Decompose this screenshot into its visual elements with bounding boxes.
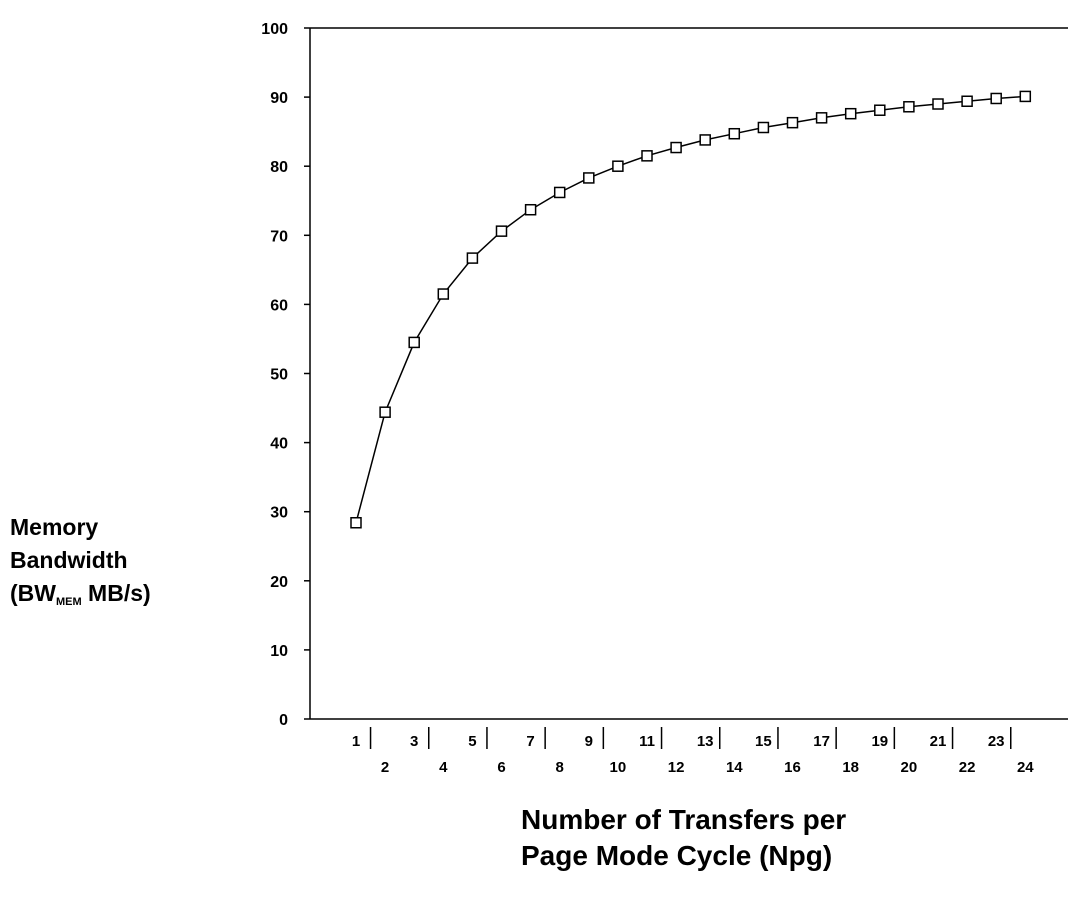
y-tick-label: 10 <box>270 643 288 660</box>
y-tick-label: 90 <box>270 90 288 107</box>
data-point <box>844 107 857 120</box>
x-tick-label: 16 <box>784 759 801 776</box>
y-axis-label-line-2: Bandwidth <box>10 547 128 573</box>
data-point <box>961 95 973 107</box>
y-ticks: 0 10 20 30 40 50 60 70 80 90 100 <box>261 21 310 729</box>
x-tick-label: 2 <box>381 759 389 776</box>
data-point <box>728 127 741 140</box>
data-point <box>408 336 420 349</box>
data-point <box>874 104 886 116</box>
y-tick-label: 70 <box>270 228 288 245</box>
y-tick-label: 50 <box>270 367 288 384</box>
y-tick-label: 20 <box>270 574 288 591</box>
x-axis-label-line-1: Number of Transfers per <box>521 804 847 835</box>
x-tick-label: 7 <box>526 733 534 750</box>
x-tick-label: 19 <box>871 733 888 750</box>
x-tick-label: 20 <box>901 759 918 776</box>
data-point <box>612 160 624 172</box>
y-tick-label: 80 <box>270 159 288 176</box>
x-tick-label: 22 <box>959 759 976 776</box>
x-tick-label: 3 <box>410 733 418 750</box>
data-point <box>990 92 1002 105</box>
data-point <box>670 141 682 154</box>
y-axis-label: Memory Bandwidth (BWMEM MB/s) <box>10 511 151 619</box>
data-point <box>699 134 711 146</box>
y-axis-label-line-1: Memory <box>10 514 99 540</box>
data-point <box>932 98 944 110</box>
x-tick-label: 6 <box>497 759 505 776</box>
data-point <box>1019 90 1032 103</box>
data-point <box>350 517 362 529</box>
x-tick-label: 12 <box>668 759 685 776</box>
y-tick-label: 30 <box>270 505 288 522</box>
x-tick-label: 5 <box>468 733 476 750</box>
y-axis-unit-subscript: MEM <box>55 596 82 608</box>
x-tick-label: 21 <box>930 733 947 750</box>
series-line <box>355 95 1026 523</box>
data-point <box>757 121 770 134</box>
data-point <box>524 203 537 216</box>
x-tick-label: 9 <box>585 733 593 750</box>
data-point <box>466 252 479 264</box>
y-axis-unit-prefix: (BW <box>10 580 56 606</box>
x-tick-label: 17 <box>813 733 830 750</box>
y-tick-label: 60 <box>270 297 288 314</box>
data-point <box>379 406 391 418</box>
x-tick-label: 14 <box>726 759 743 776</box>
y-tick-label: 40 <box>270 436 288 453</box>
x-axis-label-line-2: Page Mode Cycle (Npg) <box>521 840 833 871</box>
x-axis-label: Number of Transfers per Page Mode Cycle … <box>521 802 846 874</box>
data-point <box>786 116 799 129</box>
y-axis-unit-suffix: MB/s) <box>81 580 151 606</box>
y-tick-label: 100 <box>261 21 288 38</box>
data-point <box>815 112 828 124</box>
data-point <box>553 186 566 199</box>
x-tick-label: 10 <box>610 759 627 776</box>
x-tick-label: 18 <box>842 759 859 776</box>
x-tick-label: 8 <box>556 759 564 776</box>
data-point <box>437 288 450 300</box>
x-tick-label: 23 <box>988 733 1005 750</box>
data-point <box>903 101 915 113</box>
x-tick-label: 4 <box>439 759 448 776</box>
y-axis-label-unit: (BWMEM MB/s) <box>10 577 151 619</box>
data-point <box>495 225 508 237</box>
x-tick-label: 13 <box>697 733 714 750</box>
x-tick-label: 1 <box>352 733 360 750</box>
x-tick-label: 15 <box>755 733 772 750</box>
x-tick-label: 24 <box>1017 759 1034 776</box>
series-markers <box>350 90 1032 529</box>
x-tick-label: 11 <box>639 733 655 750</box>
data-point <box>641 150 653 162</box>
y-tick-label: 0 <box>279 712 288 729</box>
data-point <box>583 172 595 184</box>
